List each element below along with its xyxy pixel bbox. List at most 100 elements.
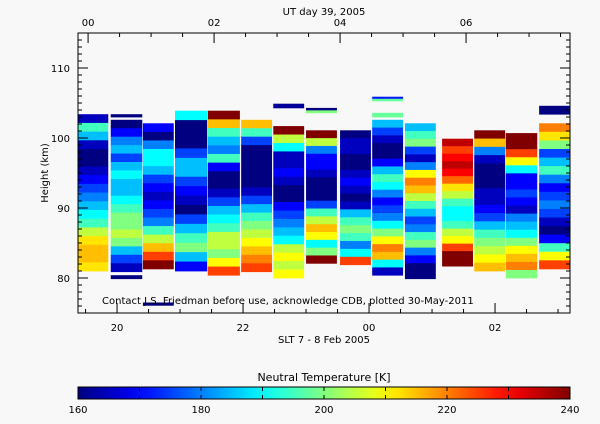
column-cell [306, 255, 337, 264]
column-cell [110, 170, 143, 180]
column-cell [78, 262, 109, 272]
column-cell [539, 226, 570, 236]
column-cell [241, 229, 273, 239]
column-cell [474, 221, 506, 231]
column-cell [442, 168, 473, 177]
column-cell [474, 237, 506, 247]
column-cell [78, 140, 109, 150]
x-tick-label: 00 [363, 323, 376, 334]
column-cell [142, 200, 174, 210]
column-cell [372, 150, 404, 160]
colorbar-tick-label: 180 [191, 405, 210, 416]
column-cell [142, 166, 174, 176]
annotation: Contact J.S. Friedman before use, acknow… [102, 296, 474, 307]
column-cell [372, 119, 404, 128]
column-cell [474, 146, 506, 156]
column-cell [474, 196, 506, 206]
column-cell [306, 145, 337, 155]
column-cell [404, 177, 436, 186]
column-cell [142, 234, 174, 244]
column-cell [142, 123, 174, 133]
column-cell [306, 192, 337, 202]
column-cell [241, 119, 273, 129]
column-cell [474, 155, 506, 164]
column-cell [404, 146, 436, 155]
column-cell [142, 183, 174, 193]
data-columns [78, 96, 570, 306]
column-cell [207, 171, 240, 181]
column-cell [539, 191, 570, 201]
column-cell [207, 266, 240, 276]
column-cell [273, 168, 305, 178]
column-cell [340, 177, 371, 187]
column-cell [372, 197, 404, 206]
column-cell [372, 143, 404, 152]
column-cell [306, 224, 337, 233]
column-cell [474, 254, 506, 264]
y-axis-label: Height (km) [40, 143, 51, 203]
column-cell [539, 140, 570, 150]
column-cell [273, 126, 305, 135]
column-cell [442, 213, 473, 222]
column-cell [110, 221, 143, 230]
column-cell [539, 148, 570, 158]
column-cell [474, 171, 506, 181]
column-cell [78, 149, 109, 159]
column-cell [175, 110, 208, 121]
column-cell [273, 142, 305, 152]
column-cell [207, 110, 240, 120]
column-cell [273, 227, 305, 237]
column-cell [110, 178, 143, 188]
column-cell [505, 213, 538, 223]
column-cell [273, 218, 305, 228]
column-cell [207, 205, 240, 215]
column-cell [442, 221, 473, 230]
column-cell [340, 201, 371, 210]
column-cell [404, 208, 436, 217]
column-band-cell [110, 114, 143, 118]
column-cell [442, 198, 473, 207]
column-cell [273, 202, 305, 211]
column-cell [110, 254, 143, 264]
column-cell [142, 208, 174, 218]
column-cell [404, 263, 436, 272]
column-cell [372, 228, 404, 237]
column-cell [306, 216, 337, 225]
column-cell [372, 213, 404, 222]
column-cell [539, 234, 570, 244]
column-cell [142, 191, 174, 201]
axes: 80 90 100 110 20 22 00 02 00 02 04 06 [51, 18, 570, 334]
column-cell [142, 148, 174, 158]
column-cell [78, 131, 109, 141]
column-cell [110, 119, 143, 129]
column-cell [404, 255, 436, 264]
column-cell [539, 243, 570, 253]
column-cell [505, 205, 538, 214]
column-cell [241, 145, 273, 154]
column-cell [404, 131, 436, 140]
column-cell [340, 217, 371, 226]
column-cell [474, 246, 506, 255]
column-cell [175, 214, 208, 225]
column-cell [442, 176, 473, 185]
column-band-cell [372, 98, 404, 102]
column-cell [505, 253, 538, 263]
column-cell [539, 174, 570, 184]
column-cell [78, 192, 109, 202]
column-cell [207, 162, 240, 172]
column-cell [207, 136, 240, 146]
column-cell [207, 153, 240, 164]
column-cell [241, 204, 273, 214]
column-cell [241, 246, 273, 256]
column-cell [175, 195, 208, 206]
column-cell [442, 138, 473, 147]
column-cell [241, 170, 273, 180]
column-cell [404, 247, 436, 256]
column-cell [241, 153, 273, 163]
column-cell [372, 181, 404, 191]
column-cell [78, 201, 109, 211]
column-cell [273, 185, 305, 195]
column-cell [442, 206, 473, 215]
column-cell [306, 232, 337, 241]
column-cell [505, 133, 538, 142]
